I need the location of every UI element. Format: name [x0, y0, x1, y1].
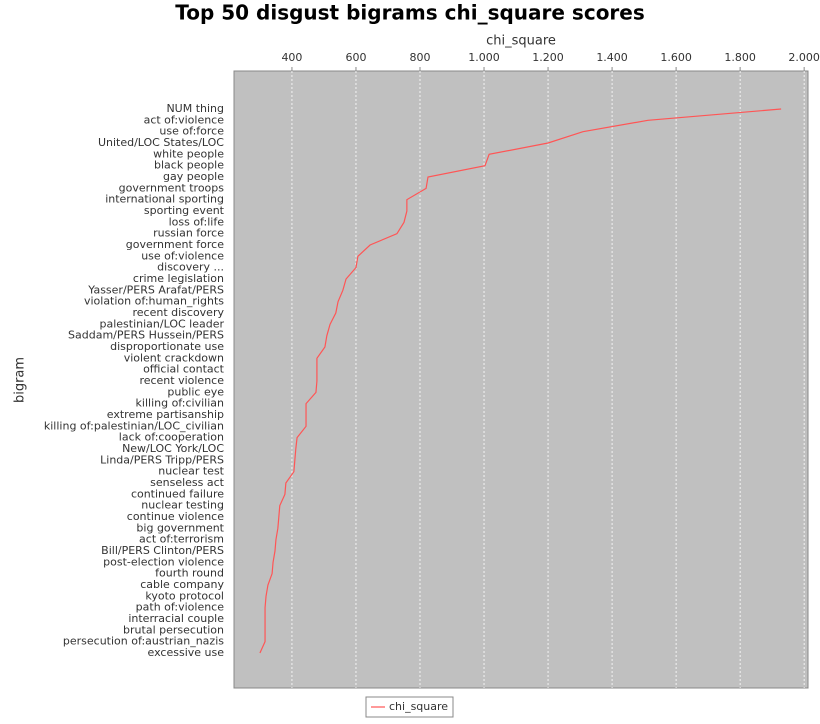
y-tick-label: public eye [167, 385, 224, 398]
y-tick-label: Linda/PERS Tripp/PERS [100, 453, 224, 466]
y-tick-label: black people [154, 159, 224, 172]
x-tick-label: 1.600 [660, 51, 692, 64]
y-tick-label: United/LOC States/LOC [98, 136, 224, 149]
y-tick-label: Bill/PERS Clinton/PERS [101, 544, 224, 557]
y-tick-label: continue violence [127, 510, 224, 523]
y-tick-label: use of:violence [141, 249, 224, 262]
y-tick-label: killing of:palestinian/LOC_civilian [44, 419, 224, 432]
y-tick-label: act of:terrorism [139, 533, 224, 546]
y-tick-label: use of:force [159, 125, 224, 138]
y-tick-label: discovery ... [157, 261, 224, 274]
y-tick-label: palestinian/LOC leader [99, 317, 224, 330]
y-tick-label: excessive use [148, 646, 225, 659]
y-tick-label: sporting event [144, 204, 225, 217]
legend-label: chi_square [389, 700, 448, 713]
y-tick-label: NUM thing [166, 102, 224, 115]
x-tick-label: 400 [281, 51, 302, 64]
y-tick-label: Saddam/PERS Hussein/PERS [68, 329, 224, 342]
y-tick-label: interracial couple [128, 612, 224, 625]
y-tick-label: Yasser/PERS Arafat/PERS [87, 283, 224, 296]
y-tick-label: senseless act [150, 476, 225, 489]
y-tick-label: crime legislation [133, 272, 224, 285]
x-tick-label: 1.800 [724, 51, 756, 64]
y-tick-label: government force [126, 238, 224, 251]
y-tick-label: gay people [163, 170, 224, 183]
y-tick-label: recent violence [139, 374, 224, 387]
y-tick-label: disproportionate use [110, 340, 224, 353]
y-tick-label: post-election violence [103, 555, 224, 568]
y-tick-label: path of:violence [136, 601, 225, 614]
y-tick-label: brutal persecution [123, 623, 224, 636]
y-tick-label: big government [136, 521, 224, 534]
x-axis-label: chi_square [486, 34, 556, 49]
y-tick-label: violation of:human_rights [84, 295, 224, 308]
y-tick-label: act of:violence [144, 113, 225, 126]
y-tick-label: extreme partisanship [107, 408, 224, 421]
y-tick-label: russian force [153, 227, 224, 240]
y-tick-label: kyoto protocol [145, 589, 224, 602]
y-tick-label: continued failure [131, 487, 224, 500]
y-tick-label: New/LOC York/LOC [122, 442, 224, 455]
y-tick-label: white people [153, 147, 224, 160]
y-axis-label: bigram [13, 357, 28, 403]
legend [365, 696, 454, 718]
y-tick-label: lack of:cooperation [119, 431, 224, 444]
y-tick-label: nuclear testing [141, 499, 224, 512]
y-tick-label: violent crackdown [124, 351, 224, 364]
y-tick-label: international sporting [105, 193, 224, 206]
x-tick-label: 600 [345, 51, 366, 64]
x-tick-label: 2.000 [788, 51, 820, 64]
plot-area [233, 70, 809, 689]
chart-title: Top 50 disgust bigrams chi_square scores [175, 1, 645, 25]
y-tick-label: persecution of:austrian_nazis [63, 635, 224, 648]
y-tick-label: loss of:life [169, 215, 225, 228]
x-tick-label: 1.400 [596, 51, 628, 64]
y-tick-label: recent discovery [132, 306, 224, 319]
y-tick-label: government troops [119, 181, 225, 194]
y-tick-label: fourth round [155, 567, 224, 580]
line-series [259, 108, 782, 654]
x-tick-label: 1.000 [468, 51, 500, 64]
x-tick-label: 800 [409, 51, 430, 64]
y-tick-label: killing of:civilian [136, 397, 224, 410]
y-tick-label: nuclear test [158, 465, 224, 478]
y-tick-label: official contact [143, 363, 225, 376]
y-tick-label: cable company [140, 578, 224, 591]
x-tick-label: 1.200 [532, 51, 564, 64]
